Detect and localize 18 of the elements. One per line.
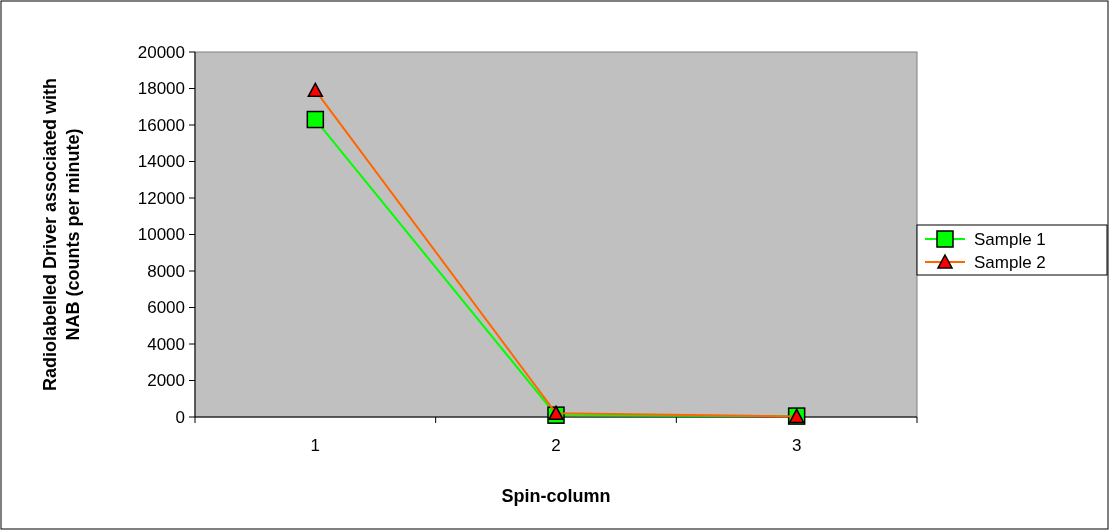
y-tick-label: 12000 [137, 188, 185, 208]
x-tick-label: 2 [551, 436, 561, 455]
y-tick-label: 10000 [137, 225, 185, 245]
y-tick-label: 14000 [137, 152, 185, 172]
legend-label: Sample 2 [974, 252, 1046, 272]
y-tick-label: 2000 [147, 371, 185, 391]
y-tick-label: 16000 [137, 115, 185, 135]
x-tick-label: 1 [310, 436, 321, 455]
y-axis-title: Radiolabelled Driver associated with NAB (counts per minute) [40, 77, 83, 392]
x-tick-label: 3 [791, 436, 802, 455]
x-axis-title: Spin-column [501, 486, 611, 506]
y-tick-label: 18000 [137, 79, 185, 99]
y-tick-label: 0 [175, 407, 185, 427]
legend-label: Sample 1 [974, 229, 1046, 249]
y-tick-label: 4000 [147, 334, 185, 354]
y-tick-label: 20000 [137, 42, 185, 62]
y-tick-label: 6000 [147, 298, 185, 318]
y-tick-label: 8000 [147, 261, 185, 281]
